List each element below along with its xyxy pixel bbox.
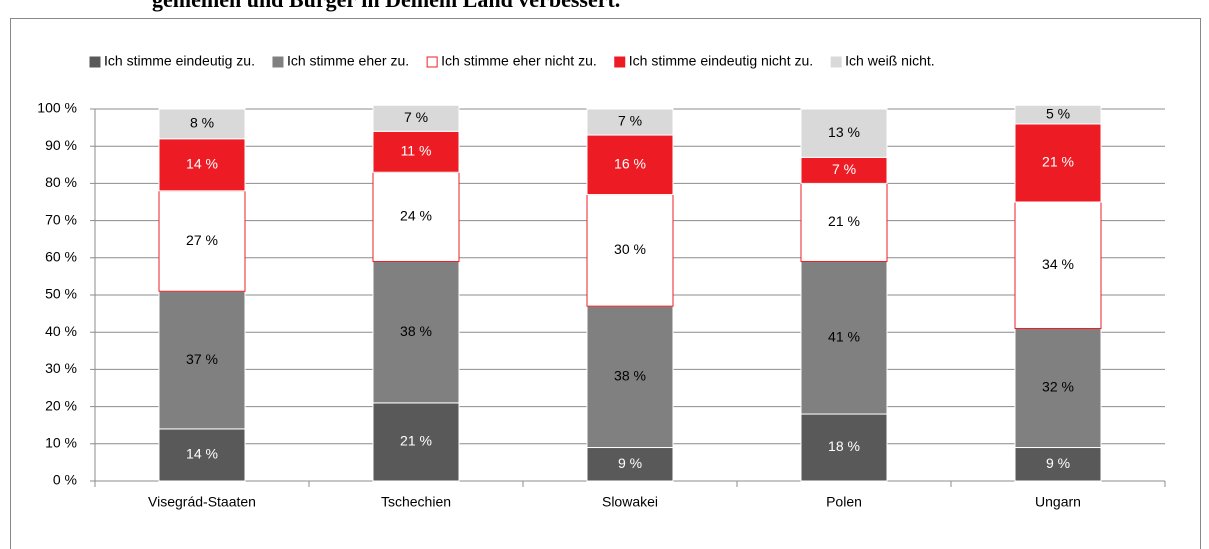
y-tick-label: 80 %: [45, 174, 77, 190]
data-label: 11 %: [401, 142, 432, 158]
legend-label: Ich weiß nicht.: [845, 53, 934, 69]
legend-swatch: [614, 56, 626, 68]
bar-segment: [586, 194, 674, 307]
data-label: 7 %: [618, 113, 642, 129]
data-label: 34 %: [1042, 256, 1074, 272]
legend-label: Ich stimme eindeutig nicht zu.: [629, 53, 813, 69]
x-tick-label: Ungarn: [1035, 494, 1081, 510]
legend-swatch: [830, 56, 842, 68]
data-label: 18 %: [828, 438, 860, 454]
legend-swatch: [89, 56, 101, 68]
y-tick-label: 40 %: [45, 323, 77, 339]
y-tick-label: 20 %: [45, 397, 77, 413]
x-tick-label: Slowakei: [602, 494, 658, 510]
bar-segment: [800, 261, 888, 415]
data-label: 21 %: [400, 433, 432, 449]
bar-segment: [1014, 327, 1102, 449]
y-tick-label: 50 %: [45, 286, 77, 302]
data-label: 37 %: [186, 351, 218, 367]
bar-segment: [586, 108, 674, 136]
chart-title: gemeinen und Bürger in Deinem Land verbe…: [152, 0, 620, 12]
x-tick-label: Visegrád-Staaten: [148, 494, 256, 510]
data-label: 38 %: [614, 368, 646, 384]
bar-segment: [800, 182, 888, 263]
bar-segment: [800, 108, 888, 158]
data-label: 21 %: [828, 213, 860, 229]
chart-frame: [10, 18, 1201, 549]
data-label: 30 %: [614, 241, 646, 257]
bar-segment: [586, 447, 674, 482]
data-label: 27 %: [186, 232, 218, 248]
data-label: 16 %: [614, 156, 646, 172]
data-label: 32 %: [1042, 379, 1074, 395]
y-tick-label: 60 %: [45, 249, 77, 265]
y-tick-label: 90 %: [45, 137, 77, 153]
bar-segment: [1014, 104, 1102, 125]
bar-segment: [1014, 123, 1102, 203]
legend-swatch: [272, 56, 284, 68]
data-label: 14 %: [186, 156, 218, 172]
bar-segment: [372, 104, 460, 132]
bar-segment: [158, 190, 246, 292]
bar-segment: [372, 171, 460, 263]
data-label: 13 %: [828, 124, 860, 140]
data-label: 38 %: [400, 323, 432, 339]
data-label: 24 %: [400, 208, 432, 224]
bar-segment: [158, 428, 246, 482]
y-tick-label: 30 %: [45, 360, 77, 376]
data-label: 9 %: [1046, 455, 1070, 471]
legend-label: Ich stimme eindeutig zu.: [104, 53, 255, 69]
data-label: 7 %: [832, 161, 856, 177]
data-label: 7 %: [404, 109, 428, 125]
legend-label: Ich stimme eher nicht zu.: [441, 53, 597, 69]
bar-segment: [158, 138, 246, 192]
y-tick-label: 100 %: [37, 100, 77, 116]
y-tick-label: 0 %: [53, 472, 77, 488]
bar-segment: [1014, 447, 1102, 482]
bar-segment: [800, 156, 888, 184]
bar-segment: [372, 130, 460, 173]
legend-label: Ich stimme eher zu.: [287, 53, 409, 69]
bar-segment: [800, 413, 888, 482]
data-label: 21 %: [1042, 154, 1074, 170]
data-label: 41 %: [828, 328, 860, 344]
bar-segment: [1014, 201, 1102, 329]
x-tick-label: Polen: [826, 494, 862, 510]
bar-segment: [372, 261, 460, 404]
data-label: 9 %: [618, 455, 642, 471]
y-tick-label: 10 %: [45, 435, 77, 451]
x-tick-label: Tschechien: [381, 494, 451, 510]
bar-segment: [158, 108, 246, 140]
y-tick-label: 70 %: [45, 211, 77, 227]
data-label: 8 %: [190, 115, 214, 131]
bar-segment: [372, 402, 460, 482]
bar-segment: [586, 134, 674, 196]
legend-swatch: [426, 56, 438, 68]
data-label: 5 %: [1046, 105, 1070, 121]
bar-segment: [586, 305, 674, 449]
bar-segment: [158, 290, 246, 430]
data-label: 14 %: [186, 446, 218, 462]
